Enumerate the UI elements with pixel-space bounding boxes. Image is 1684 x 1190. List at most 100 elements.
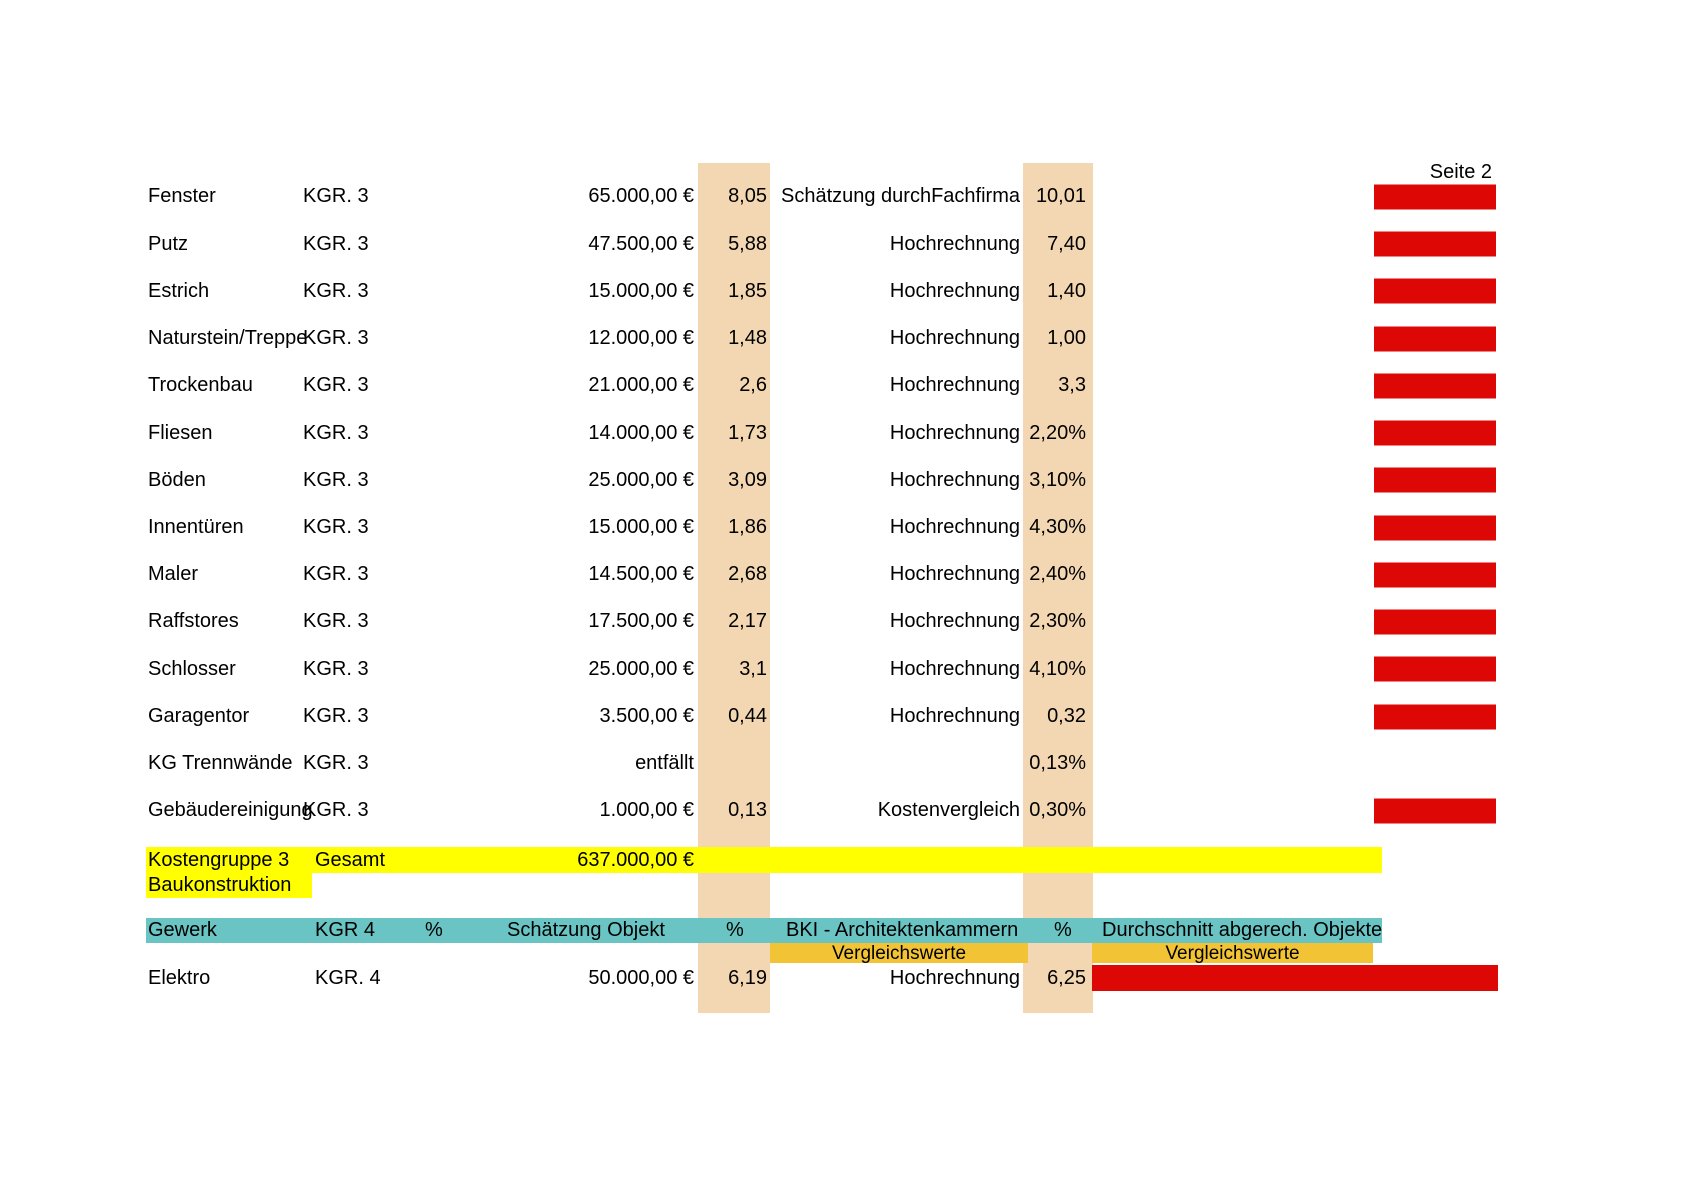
gewerk-name-cell: Putz bbox=[148, 232, 189, 255]
pct-cell-1: 0,13 bbox=[728, 799, 767, 822]
pct-cell-2: 4,30% bbox=[1029, 516, 1086, 538]
vergleichswerte-band-left: Vergleichswerte bbox=[770, 943, 1028, 964]
source-cell: Hochrechnung bbox=[889, 327, 1020, 350]
red-bar bbox=[1092, 965, 1498, 991]
kgr-cell: KGR. 3 bbox=[303, 704, 369, 727]
header-gewerk: Gewerk bbox=[148, 919, 217, 941]
kgr-cell: KGR. 3 bbox=[303, 421, 369, 444]
amount-cell: 3.500,00 € bbox=[599, 704, 694, 727]
source-cell: Hochrechnung bbox=[889, 279, 1020, 302]
table-row: Trockenbau KGR. 3 21.000,00 € 2,6 Hochre… bbox=[0, 362, 1684, 409]
red-bar bbox=[1374, 798, 1496, 824]
kgr-cell: KGR. 3 bbox=[303, 374, 369, 397]
source-cell: Hochrechnung bbox=[889, 610, 1020, 633]
pct-cell-2: 0,30% bbox=[1029, 799, 1086, 822]
pct-cell-1: 3,09 bbox=[728, 468, 767, 491]
total-row-line2: Baukonstruktion bbox=[146, 873, 312, 898]
pct-cell-1: 1,85 bbox=[728, 279, 767, 302]
source-cell: Hochrechnung bbox=[889, 232, 1020, 255]
kgr-cell: KGR. 4 bbox=[315, 967, 381, 989]
pct-cell-1: 2,6 bbox=[739, 374, 767, 397]
pct-cell-2: 2,30% bbox=[1029, 610, 1086, 633]
kgr-cell: KGR. 3 bbox=[303, 563, 369, 586]
header-bki-architektenkammern: BKI - Architektenkammern bbox=[786, 919, 1019, 941]
pct-cell-1: 3,1 bbox=[739, 657, 767, 680]
amount-cell: 17.500,00 € bbox=[588, 610, 694, 633]
table-row: Putz KGR. 3 47.500,00 € 5,88 Hochrechnun… bbox=[0, 221, 1684, 268]
header-schaetzung-objekt: Schätzung Objekt bbox=[507, 919, 665, 941]
source-cell: Hochrechnung bbox=[889, 516, 1020, 538]
red-bar bbox=[1374, 373, 1496, 399]
gewerk-name-cell: Elektro bbox=[148, 967, 211, 989]
source-cell: Kostenvergleich bbox=[877, 799, 1020, 822]
pct-cell-2: 4,10% bbox=[1029, 657, 1086, 680]
amount-cell: 25.000,00 € bbox=[588, 468, 694, 491]
header-pct-2: % bbox=[726, 919, 744, 941]
gewerk-name-cell: Böden bbox=[148, 468, 206, 491]
table-row: Böden KGR. 3 25.000,00 € 3,09 Hochrechnu… bbox=[0, 457, 1684, 504]
amount-cell: 65.000,00 € bbox=[588, 185, 694, 208]
pct-cell-1: 2,17 bbox=[728, 610, 767, 633]
pct-cell-1: 5,88 bbox=[728, 232, 767, 255]
kgr-cell: KGR. 3 bbox=[303, 232, 369, 255]
amount-cell: 14.500,00 € bbox=[588, 563, 694, 586]
table-row: Raffstores KGR. 3 17.500,00 € 2,17 Hochr… bbox=[0, 598, 1684, 645]
pct-cell-2: 3,3 bbox=[1058, 374, 1086, 397]
table-row: Schlosser KGR. 3 25.000,00 € 3,1 Hochrec… bbox=[0, 646, 1684, 693]
amount-cell: 25.000,00 € bbox=[588, 657, 694, 680]
total-group-label: Kostengruppe 3 bbox=[148, 849, 290, 871]
red-bar bbox=[1374, 326, 1496, 352]
source-cell: Schätzung durchFachfirma bbox=[780, 185, 1020, 208]
gewerk-name-cell: Trockenbau bbox=[148, 374, 253, 397]
header-pct-1: % bbox=[425, 919, 443, 941]
pct-cell-1: 2,68 bbox=[728, 563, 767, 586]
source-cell: Hochrechnung bbox=[889, 374, 1020, 397]
gewerk-name-cell: Schlosser bbox=[148, 657, 236, 680]
amount-cell: 50.000,00 € bbox=[588, 967, 694, 989]
vergleichswerte-band-right: Vergleichswerte bbox=[1092, 943, 1373, 964]
header-pct-3: % bbox=[1054, 919, 1072, 941]
red-bar bbox=[1374, 656, 1496, 682]
table-row: Gebäudereinigung KGR. 3 1.000,00 € 0,13 … bbox=[0, 787, 1684, 834]
table-row: Elektro KGR. 4 50.000,00 € 6,19 Hochrech… bbox=[0, 963, 1684, 993]
kgr-cell: KGR. 3 bbox=[303, 752, 369, 775]
table-row: Estrich KGR. 3 15.000,00 € 1,85 Hochrech… bbox=[0, 268, 1684, 315]
table-row: Naturstein/Treppe KGR. 3 12.000,00 € 1,4… bbox=[0, 315, 1684, 362]
total-amount: 637.000,00 € bbox=[577, 849, 694, 871]
source-cell: Hochrechnung bbox=[889, 967, 1020, 989]
pct-cell-2: 2,40% bbox=[1029, 563, 1086, 586]
pct-cell-2: 6,25 bbox=[1047, 967, 1086, 989]
table2-header: Gewerk KGR 4 % Schätzung Objekt % BKI - … bbox=[146, 918, 1382, 943]
red-bar bbox=[1374, 562, 1496, 588]
header-durchschnitt-objekte: Durchschnitt abgerech. Objekte bbox=[1102, 919, 1383, 941]
pct-cell-2: 0,13% bbox=[1029, 752, 1086, 775]
table-row: KG Trennwände KGR. 3 entfällt 0,13% bbox=[0, 740, 1684, 787]
kgr-cell: KGR. 3 bbox=[303, 185, 369, 208]
source-cell: Hochrechnung bbox=[889, 563, 1020, 586]
pct-cell-2: 10,01 bbox=[1035, 185, 1086, 208]
kgr-cell: KGR. 3 bbox=[303, 516, 369, 538]
source-cell: Hochrechnung bbox=[889, 704, 1020, 727]
table-row: Innentüren KGR. 3 15.000,00 € 1,86 Hochr… bbox=[0, 504, 1684, 551]
red-bar bbox=[1374, 467, 1496, 493]
amount-cell: 1.000,00 € bbox=[599, 799, 694, 822]
page-number: Seite 2 bbox=[1429, 161, 1492, 183]
kgr-cell: KGR. 3 bbox=[303, 610, 369, 633]
kgr-cell: KGR. 3 bbox=[303, 279, 369, 302]
pct-cell-2: 1,00 bbox=[1047, 327, 1086, 350]
pct-cell-1: 0,44 bbox=[728, 704, 767, 727]
pct-cell-1: 1,48 bbox=[728, 327, 767, 350]
amount-cell: 14.000,00 € bbox=[588, 421, 694, 444]
total-row-kostengruppe3: Kostengruppe 3 Gesamt 637.000,00 € bbox=[146, 847, 1382, 873]
pct-cell-2: 2,20% bbox=[1029, 421, 1086, 444]
source-cell: Hochrechnung bbox=[889, 421, 1020, 444]
pct-cell-1: 1,86 bbox=[728, 516, 767, 538]
amount-cell: 47.500,00 € bbox=[588, 232, 694, 255]
pct-cell-2: 0,32 bbox=[1047, 704, 1086, 727]
kgr-cell: KGR. 3 bbox=[303, 327, 369, 350]
kgr-cell: KGR. 3 bbox=[303, 799, 369, 822]
kgr-cell: KGR. 3 bbox=[303, 468, 369, 491]
pct-cell-1: 8,05 bbox=[728, 185, 767, 208]
pct-cell-2: 7,40 bbox=[1047, 232, 1086, 255]
table-row: Maler KGR. 3 14.500,00 € 2,68 Hochrechnu… bbox=[0, 551, 1684, 598]
